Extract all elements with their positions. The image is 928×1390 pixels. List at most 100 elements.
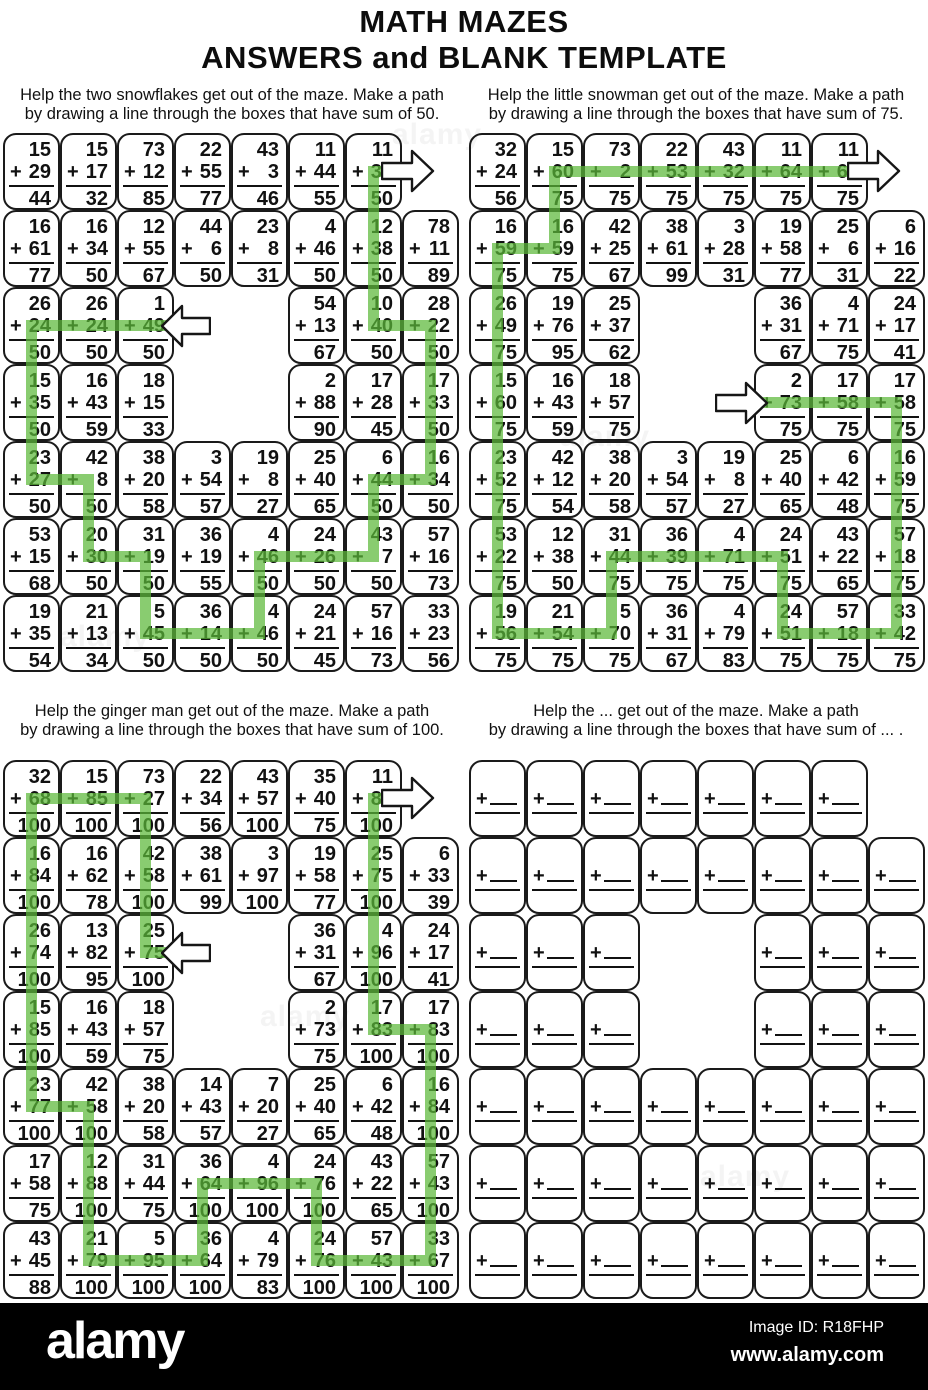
sum-line [237,493,282,495]
plus-sign: + [67,315,79,337]
addend-blank-line [547,865,574,882]
addend-top: 73 [142,139,165,161]
addend-bottom: +62 [67,865,108,887]
addend-blank-line [490,942,517,959]
sum-line [760,889,805,891]
addend-bottom: +52 [476,469,517,491]
maze2-box-r2c3: 42 +25 67 [583,210,640,287]
addend-bottom: +79 [67,1250,108,1272]
sum-line [532,966,577,968]
maze1-box-r1c6: 11 +44 55 [288,133,345,210]
plus-sign: + [352,942,364,964]
sum-line [9,966,54,968]
plus-sign: + [875,1173,887,1195]
maze2-box-r3c7: 4 +71 75 [811,287,868,364]
plus-sign: + [295,865,307,887]
maze2-box-r7c7: 57 +18 75 [811,595,868,672]
addend-top: 57 [427,1151,450,1173]
sum-line [9,570,54,572]
maze1-box-r7c1: 19 +35 54 [3,595,60,672]
maze1-box-r5c5: 19 +8 27 [231,441,288,518]
sum-line [180,1120,225,1122]
maze1-box-r2c3: 12 +55 67 [117,210,174,287]
addend-top: 36 [199,1151,222,1173]
sum-line [351,262,396,264]
sum-line [817,966,862,968]
plus-sign: + [647,788,659,810]
addend-bottom: +19 [124,546,165,568]
plus-sign: + [590,315,602,337]
plus-sign: + [409,623,421,645]
sum-value: 50 [142,573,165,595]
addend-blank-line [832,1250,859,1267]
plus-sign: + [295,942,307,964]
plus-sign: + [67,1019,79,1041]
plus-sign: + [590,865,602,887]
addend-bottom: +40 [761,469,802,491]
addend-bottom: +22 [352,1173,393,1195]
maze1-box-r6c2: 20 +30 50 [60,518,117,595]
maze4-box-r4c3: + [583,991,640,1068]
maze3-box-r5c8: 16 +84 100 [402,1068,459,1145]
addend-top: 16 [494,216,517,238]
addend-bottom: +85 [10,1019,51,1041]
maze4-instructions: Help the ... get out of the maze. Make a… [464,702,928,740]
maze1-box-r6c7: 43 +7 50 [345,518,402,595]
sum-value: 50 [313,573,336,595]
maze2-box-r7c6: 24 +51 75 [754,595,811,672]
addend-bottom: +96 [352,942,393,964]
plus-sign: + [10,1096,22,1118]
plus-sign: + [124,942,136,964]
addend-bottom: +31 [295,942,336,964]
addend-top: 43 [370,524,393,546]
sum-line [760,185,805,187]
maze3-box-r1c5: 43 +57 100 [231,760,288,837]
addend-blank-line [661,865,688,882]
sum-value: 100 [131,1277,165,1299]
addend-top: 16 [551,370,574,392]
sum-value: 56 [199,815,222,837]
addend-top: 15 [28,139,51,161]
addend-top: 43 [256,139,279,161]
addend-bottom: +58 [818,392,859,414]
sum-line [9,1274,54,1276]
plus-sign: + [476,546,488,568]
sum-line [760,493,805,495]
maze1-box-r4c1: 15 +35 50 [3,364,60,441]
sum-line [180,889,225,891]
plus-sign: + [476,1019,488,1041]
maze1-box-r3c1: 26 +24 50 [3,287,60,364]
sum-line [874,889,919,891]
addend-bottom: +54 [181,469,222,491]
plus-sign: + [124,865,136,887]
addend-top: 36 [665,524,688,546]
plus-sign: + [818,865,830,887]
sum-line [237,570,282,572]
plus-sign: + [761,469,773,491]
maze1-box-r6c8: 57 +16 73 [402,518,459,595]
plus-sign: + [647,546,659,568]
sum-line [532,1120,577,1122]
addend-top: 23 [494,447,517,469]
sum-value: 75 [142,1046,165,1068]
plus-sign: + [647,161,659,183]
addend-bottom: +15 [10,546,51,568]
addend-bottom: +17 [67,161,108,183]
addend-top: 25 [313,447,336,469]
sum-line [646,1274,691,1276]
addend-top: 2 [324,997,336,1019]
sum-value: 100 [416,1046,450,1068]
addend-blank-line [832,942,859,959]
addend-blank-line [775,942,802,959]
sum-line [123,262,168,264]
plus-sign: + [181,469,193,491]
plus-sign: + [352,161,364,183]
plus-sign: + [704,161,716,183]
maze1-box-r2c6: 4 +46 50 [288,210,345,287]
sum-line [9,493,54,495]
sum-line [589,339,634,341]
addend-top: 26 [28,293,51,315]
maze2-box-r1c2: 15 +60 75 [526,133,583,210]
plus-sign: + [352,1173,364,1195]
maze2-box-r5c8: 16 +59 75 [868,441,925,518]
